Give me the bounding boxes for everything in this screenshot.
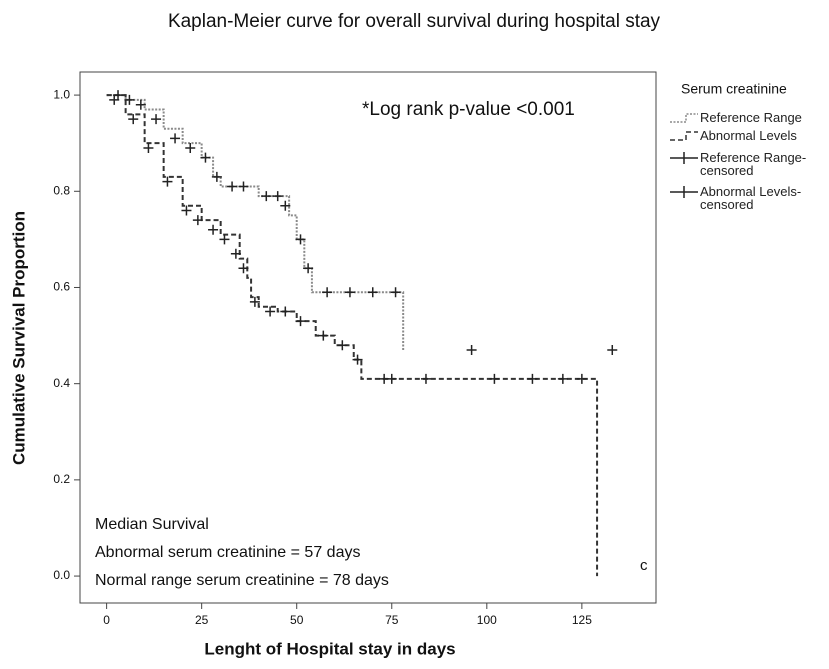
legend-swatch	[670, 131, 698, 141]
censored-mark	[219, 234, 230, 245]
censored-mark	[280, 306, 291, 317]
censored-mark	[249, 296, 260, 307]
censored-mark	[170, 133, 181, 144]
annotation: c	[640, 557, 648, 574]
censored-mark	[466, 345, 477, 356]
legend-label: Abnormal Levels	[700, 128, 797, 143]
censored-mark	[344, 287, 355, 298]
x-tick-label: 0	[103, 613, 110, 627]
legend-title: Serum creatinine	[681, 81, 787, 97]
x-tick-label: 50	[290, 613, 304, 627]
legend-label: Abnormal Levels-censored	[700, 184, 802, 212]
censored-mark	[352, 354, 363, 365]
censored-mark	[280, 200, 291, 211]
censored-mark	[143, 142, 154, 153]
censored-mark	[162, 176, 173, 187]
censored-mark	[185, 142, 196, 153]
annotation: Median Survival	[95, 516, 209, 533]
annotation: Abnormal serum creatinine = 57 days	[95, 544, 360, 561]
censored-mark	[607, 345, 618, 356]
x-tick-label: 125	[572, 613, 592, 627]
x-tick-label: 75	[385, 613, 399, 627]
annotation: *Log rank p-value <0.001	[362, 99, 575, 120]
annotation: Normal range serum creatinine = 78 days	[95, 572, 389, 589]
censored-mark	[337, 340, 348, 351]
legend-swatch	[670, 186, 698, 198]
censored-mark	[367, 287, 378, 298]
y-tick-label: 0.6	[53, 280, 70, 294]
y-axis-title: Cumulative Survival Proportion	[9, 211, 28, 465]
survival-curve	[106, 94, 599, 577]
chart-title: Kaplan-Meier curve for overall survival …	[168, 11, 661, 32]
censored-mark	[200, 152, 211, 163]
censored-mark	[322, 287, 333, 298]
censored-mark	[527, 373, 538, 384]
legend-label: Reference Range	[700, 110, 802, 125]
censored-mark	[227, 181, 238, 192]
censored-mark	[303, 263, 314, 274]
x-axis-title: Lenght of Hospital stay in days	[204, 639, 455, 658]
censored-mark	[386, 373, 397, 384]
censored-mark	[420, 373, 431, 384]
censored-mark	[557, 373, 568, 384]
y-tick-label: 1.0	[53, 87, 70, 101]
censored-mark	[208, 224, 219, 235]
x-tick-label: 25	[195, 613, 209, 627]
censored-mark	[109, 94, 120, 105]
censored-mark	[230, 248, 241, 259]
x-tick-label: 100	[477, 613, 497, 627]
plot-frame	[79, 71, 657, 604]
y-tick-label: 0.2	[53, 472, 70, 486]
censored-mark	[238, 181, 249, 192]
legend-swatch	[670, 152, 698, 164]
censored-mark	[124, 94, 135, 105]
censored-mark	[192, 215, 203, 226]
censored-mark	[135, 99, 146, 110]
censored-mark	[576, 373, 587, 384]
censored-mark	[295, 234, 306, 245]
y-tick-label: 0.4	[53, 376, 70, 390]
legend-label: Reference Range-censored	[700, 150, 807, 178]
censored-mark	[211, 171, 222, 182]
censored-mark	[318, 330, 329, 341]
censored-mark	[295, 316, 306, 327]
censored-mark	[261, 191, 272, 202]
censored-mark	[181, 205, 192, 216]
y-tick-label: 0.0	[53, 568, 70, 582]
censored-mark	[489, 373, 500, 384]
censored-mark	[238, 263, 249, 274]
y-tick-label: 0.8	[53, 183, 70, 197]
survival-curve	[106, 94, 405, 351]
censored-mark	[151, 114, 162, 125]
censored-mark	[390, 287, 401, 298]
legend-swatch	[670, 113, 698, 123]
censored-mark	[265, 306, 276, 317]
censored-mark	[272, 191, 283, 202]
censored-mark	[128, 114, 139, 125]
